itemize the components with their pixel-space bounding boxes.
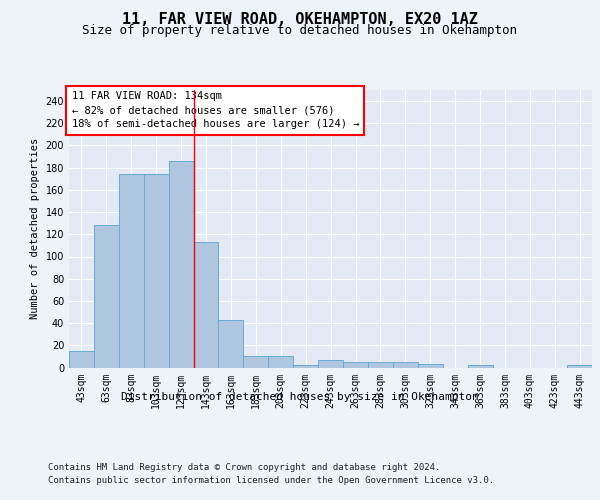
Y-axis label: Number of detached properties: Number of detached properties <box>30 138 40 320</box>
Bar <box>218 320 244 368</box>
Text: Distribution of detached houses by size in Okehampton: Distribution of detached houses by size … <box>121 392 479 402</box>
Bar <box>293 366 318 368</box>
Bar <box>69 351 94 368</box>
Bar <box>567 366 592 368</box>
Bar <box>268 356 293 368</box>
Bar <box>368 362 393 368</box>
Bar <box>467 366 493 368</box>
Text: Contains HM Land Registry data © Crown copyright and database right 2024.: Contains HM Land Registry data © Crown c… <box>48 462 440 471</box>
Bar <box>393 362 418 368</box>
Bar <box>169 161 194 368</box>
Text: Contains public sector information licensed under the Open Government Licence v3: Contains public sector information licen… <box>48 476 494 485</box>
Bar <box>418 364 443 368</box>
Text: 11 FAR VIEW ROAD: 134sqm
← 82% of detached houses are smaller (576)
18% of semi-: 11 FAR VIEW ROAD: 134sqm ← 82% of detach… <box>71 92 359 130</box>
Bar <box>343 362 368 368</box>
Text: 11, FAR VIEW ROAD, OKEHAMPTON, EX20 1AZ: 11, FAR VIEW ROAD, OKEHAMPTON, EX20 1AZ <box>122 12 478 28</box>
Bar <box>94 226 119 368</box>
Bar <box>318 360 343 368</box>
Bar <box>244 356 268 368</box>
Bar <box>144 174 169 368</box>
Bar <box>194 242 218 368</box>
Text: Size of property relative to detached houses in Okehampton: Size of property relative to detached ho… <box>83 24 517 37</box>
Bar <box>119 174 144 368</box>
